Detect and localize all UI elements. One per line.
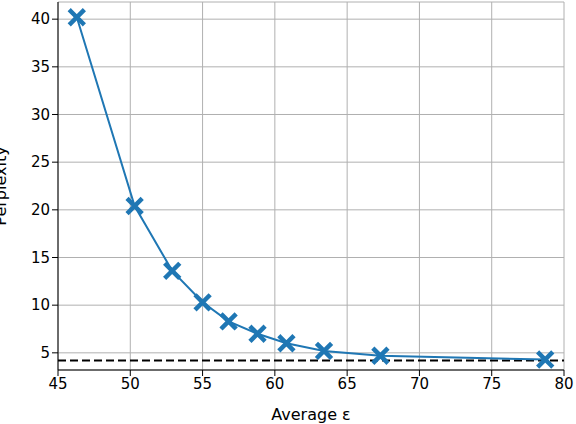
svg-text:20: 20 [31,201,50,219]
svg-text:10: 10 [31,296,50,314]
svg-text:80: 80 [554,375,568,393]
svg-text:50: 50 [121,375,140,393]
svg-text:5: 5 [40,344,50,362]
svg-text:Perplexity: Perplexity [8,146,10,225]
svg-text:60: 60 [265,375,284,393]
svg-text:30: 30 [31,106,50,124]
svg-text:35: 35 [31,58,50,76]
svg-text:70: 70 [410,375,429,393]
svg-text:75: 75 [482,375,501,393]
svg-text:45: 45 [48,375,67,393]
svg-text:Average ε: Average ε [271,405,350,424]
svg-text:15: 15 [31,249,50,267]
svg-text:25: 25 [31,153,50,171]
svg-text:65: 65 [338,375,357,393]
svg-text:40: 40 [31,10,50,28]
svg-text:55: 55 [193,375,212,393]
